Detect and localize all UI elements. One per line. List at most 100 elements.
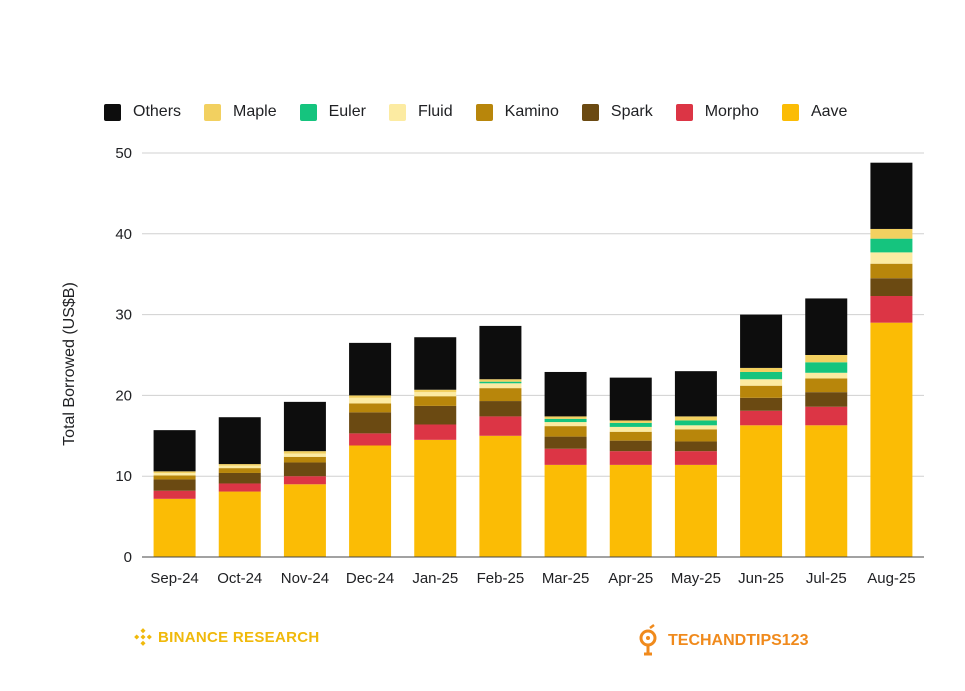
bar-segment-spark [544,436,587,449]
bar-segment-spark [609,440,652,452]
bar-segment-spark [479,401,522,417]
bar-segment-others [740,314,783,368]
bar-segment-fluid [153,472,196,476]
bar-segment-others [609,377,652,421]
gridlines [142,152,924,477]
bar-segment-aave [283,484,326,557]
bar-segment-others [153,430,196,472]
bar-segment-aave [479,435,522,557]
legend-swatch [299,103,317,121]
bar-segment-morpho [544,448,587,465]
y-tick-label: 10 [115,468,132,485]
x-tick-label: Jun-25 [738,570,784,587]
techandtips-text: TECHANDTIPS123 [668,632,809,649]
bar-segment-aave [414,439,457,557]
bar-segment-others [674,371,717,417]
bar-segment-aave [674,464,717,557]
bar-segment-aave [153,498,196,557]
bar-segment-maple [805,355,848,363]
bar-segment-others [870,162,913,229]
bar-segment-others [414,337,457,390]
bar-segment-aave [218,491,261,557]
legend-item-euler: Euler [299,103,366,121]
bar-segment-fluid [414,392,457,397]
bar-segment-spark [218,472,261,484]
bar-segment-spark [414,405,457,425]
bar-segment-kamino [153,475,196,480]
binance-logo-icon [134,628,152,646]
legend-label: Maple [233,103,277,120]
x-tick-label: Jul-25 [806,570,847,587]
bar-segment-fluid [349,397,392,404]
bar-segment-others [805,298,848,355]
x-tick-label: May-25 [671,570,721,587]
bar-segment-spark [740,397,783,411]
bar-segment-morpho [349,433,392,446]
bar-segment-morpho [218,483,261,492]
legend-swatch [104,103,121,121]
bar-segment-aave [870,322,913,557]
x-axis-ticks: Sep-24 Oct-24 Nov-24 Dec-24 Jan-25 Feb-25 Mar-… [150,570,915,587]
bar-segment-maple [349,395,392,398]
bar-segment-fluid [479,383,522,389]
bar-segment-morpho [674,451,717,465]
bar-segment-maple [218,464,261,466]
bar-segment-others [544,371,587,417]
bar-segment-maple [674,416,717,421]
legend-label: Euler [328,103,366,120]
binance-research-text: BINANCE RESEARCH [158,628,320,646]
bar-segment-morpho [609,451,652,465]
bar-segment-maple [479,379,522,382]
legend-item-spark: Spark [581,103,653,121]
bar-segment-fluid [283,453,326,457]
bar-segment-euler [479,381,522,384]
bar-segment-euler [870,238,913,253]
legend: Others Maple Euler Fluid Kamino Spark Morpho Aa… [104,103,870,121]
bar-segment-morpho [153,490,196,499]
bar-segment-fluid [218,465,261,469]
bar-segment-morpho [479,416,522,436]
bar-segment-kamino [805,378,848,393]
legend-swatch [204,103,222,121]
bar-segment-morpho [870,296,913,323]
bar-segment-spark [674,441,717,452]
bar-segment-others [283,401,326,452]
bar-segment-spark [153,479,196,491]
bar-segment-maple [544,416,587,419]
legend-item-others: Others [104,103,181,121]
bar-segment-euler [805,362,848,373]
bar-segment-euler [674,420,717,426]
x-tick-label: Nov-24 [281,570,329,587]
legend-swatch [675,103,693,121]
bar-segment-kamino [544,426,587,437]
bar-segment-morpho [805,406,848,426]
legend-swatch [388,103,406,121]
legend-label: Kamino [504,103,559,120]
x-tick-label: Aug-25 [867,570,915,587]
techandtips-logo-icon [636,624,662,658]
bar-segment-euler [544,418,587,423]
bars [153,162,913,557]
legend-label: Morpho [704,103,759,120]
binance-research-brand: BINANCE RESEARCH [134,628,319,646]
legend-item-aave: Aave [781,103,848,121]
bar-segment-aave [544,464,587,557]
legend-swatch [475,103,493,121]
legend-item-fluid: Fluid [388,103,453,121]
bar-segment-aave [609,464,652,557]
bar-segment-morpho [414,424,457,440]
y-tick-label: 20 [115,387,132,404]
y-axis-title: Total Borrowed (US$B) [61,282,78,446]
bar-segment-aave [740,425,783,557]
bar-segment-fluid [609,426,652,432]
bar-segment-kamino [218,468,261,473]
legend-label: Aave [810,103,848,120]
bar-segment-kamino [349,403,392,413]
techandtips-brand: TECHANDTIPS123 [636,624,808,658]
bar-segment-morpho [740,410,783,426]
bar-segment-maple [153,471,196,473]
bar-segment-fluid [544,422,587,427]
x-tick-label: Feb-25 [477,570,525,587]
bar-segment-spark [870,278,913,297]
y-tick-label: 0 [124,549,132,566]
